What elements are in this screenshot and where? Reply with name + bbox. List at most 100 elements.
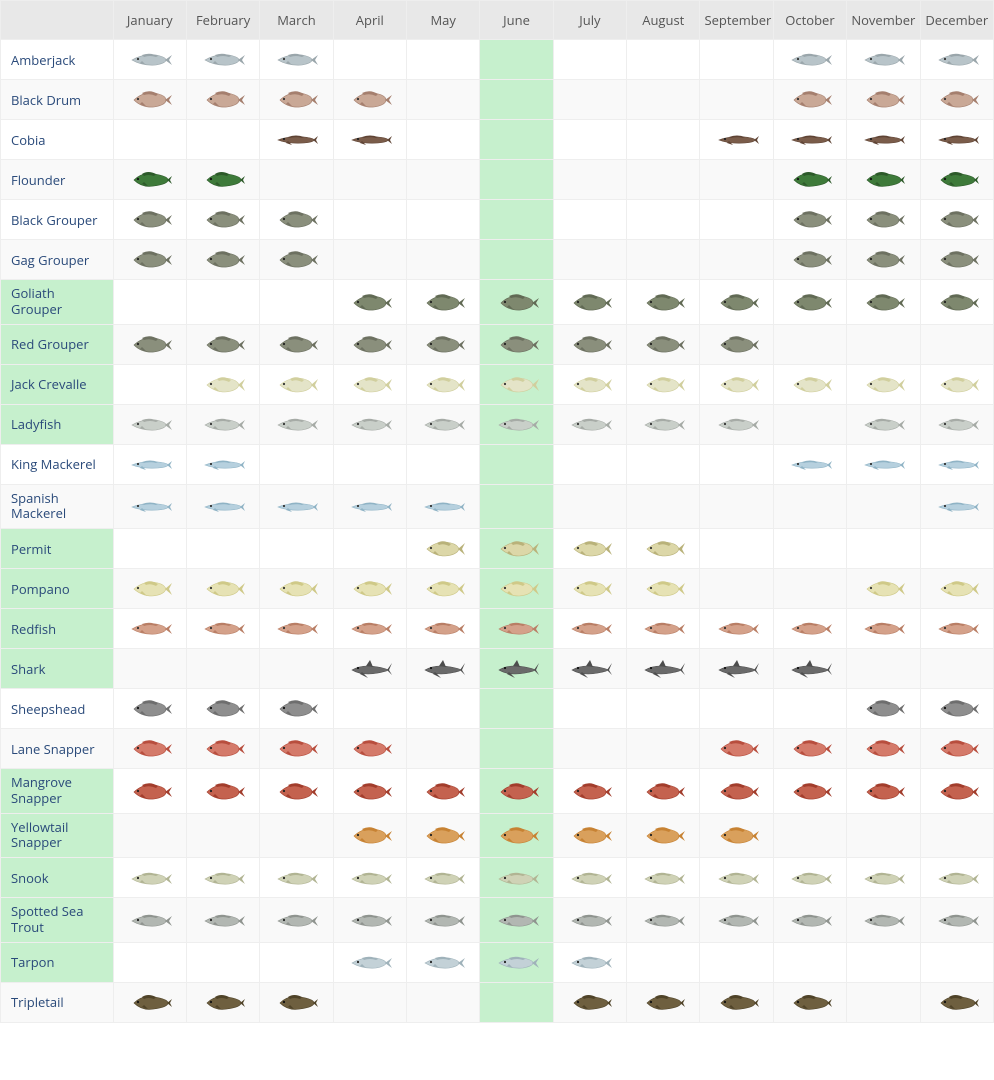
fish-link[interactable]: Redfish — [11, 622, 56, 638]
month-cell — [847, 404, 920, 444]
month-cell — [407, 444, 480, 484]
fish-icon — [274, 251, 318, 269]
month-cell — [773, 729, 846, 769]
month-cell — [407, 982, 480, 1022]
fish-link[interactable]: Black Drum — [11, 93, 81, 109]
month-cell — [333, 40, 406, 80]
fish-icon — [348, 660, 392, 678]
fish-link[interactable]: Black Grouper — [11, 213, 97, 229]
month-cell — [700, 280, 773, 325]
fish-icon — [641, 994, 685, 1012]
month-cell — [700, 80, 773, 120]
month-cell — [773, 160, 846, 200]
month-cell — [700, 160, 773, 200]
fish-link[interactable]: Goliath Grouper — [11, 286, 109, 317]
month-cell — [407, 40, 480, 80]
fish-link[interactable]: Pompano — [11, 582, 70, 598]
table-row: Tarpon — [1, 942, 994, 982]
month-cell — [553, 689, 626, 729]
fish-name-cell: Red Grouper — [1, 324, 114, 364]
table-row: Spotted Sea Trout — [1, 898, 994, 943]
table-row: Yellowtail Snapper — [1, 813, 994, 858]
month-cell — [553, 160, 626, 200]
fish-link[interactable]: Jack Crevalle — [11, 377, 87, 393]
month-cell — [407, 240, 480, 280]
month-cell — [480, 649, 553, 689]
fish-link[interactable]: Permit — [11, 542, 51, 558]
fish-link[interactable]: Snook — [11, 871, 49, 887]
month-cell — [480, 240, 553, 280]
fish-link[interactable]: Amberjack — [11, 53, 75, 69]
fish-icon — [421, 376, 465, 394]
fish-link[interactable]: Tripletail — [11, 995, 64, 1011]
fish-link[interactable]: Yellowtail Snapper — [11, 820, 109, 851]
month-cell — [113, 982, 186, 1022]
fish-link[interactable]: Lane Snapper — [11, 742, 95, 758]
fish-link[interactable]: Cobia — [11, 133, 45, 149]
fish-icon — [201, 416, 245, 434]
fish-icon — [935, 700, 979, 718]
fish-icon — [201, 994, 245, 1012]
fish-icon — [935, 211, 979, 229]
fish-link[interactable]: Gag Grouper — [11, 253, 89, 269]
fish-icon — [495, 336, 539, 354]
fish-icon — [861, 912, 905, 930]
fish-link[interactable]: Ladyfish — [11, 417, 61, 433]
fish-icon — [788, 870, 832, 888]
month-cell — [186, 200, 259, 240]
month-cell — [186, 444, 259, 484]
fish-icon — [128, 912, 172, 930]
fish-icon — [348, 416, 392, 434]
fish-calendar-table: JanuaryFebruaryMarchAprilMayJuneJulyAugu… — [0, 0, 994, 1023]
fish-link[interactable]: Flounder — [11, 173, 65, 189]
fish-icon — [568, 416, 612, 434]
month-cell — [333, 729, 406, 769]
fish-icon — [568, 954, 612, 972]
fish-link[interactable]: Mangrove Snapper — [11, 775, 109, 806]
month-cell — [553, 729, 626, 769]
month-cell — [260, 649, 333, 689]
fish-icon — [788, 91, 832, 109]
fish-link[interactable]: Spotted Sea Trout — [11, 904, 109, 935]
month-cell — [773, 529, 846, 569]
fish-icon — [128, 783, 172, 801]
fish-icon — [348, 580, 392, 598]
month-cell — [480, 942, 553, 982]
table-row: Lane Snapper — [1, 729, 994, 769]
month-cell — [407, 609, 480, 649]
month-cell — [553, 569, 626, 609]
month-cell — [920, 404, 993, 444]
fish-icon — [348, 620, 392, 638]
fish-icon — [861, 91, 905, 109]
fish-icon — [861, 131, 905, 149]
table-row: Goliath Grouper — [1, 280, 994, 325]
fish-link[interactable]: Sheepshead — [11, 702, 85, 718]
month-cell — [627, 858, 700, 898]
fish-icon — [568, 376, 612, 394]
fish-link[interactable]: Spanish Mackerel — [11, 491, 109, 522]
month-cell — [113, 484, 186, 529]
month-cell — [186, 858, 259, 898]
fish-icon — [421, 498, 465, 516]
fish-name-cell: Mangrove Snapper — [1, 769, 114, 814]
month-cell — [700, 324, 773, 364]
header-month: February — [186, 1, 259, 40]
month-cell — [260, 120, 333, 160]
fish-link[interactable]: King Mackerel — [11, 457, 96, 473]
month-cell — [920, 609, 993, 649]
month-cell — [113, 160, 186, 200]
fish-link[interactable]: Tarpon — [11, 955, 54, 971]
month-cell — [186, 813, 259, 858]
fish-link[interactable]: Shark — [11, 662, 45, 678]
month-cell — [553, 484, 626, 529]
fish-name-cell: Jack Crevalle — [1, 364, 114, 404]
month-cell — [920, 280, 993, 325]
fish-icon — [935, 171, 979, 189]
month-cell — [480, 324, 553, 364]
table-row: Spanish Mackerel — [1, 484, 994, 529]
calendar-table: JanuaryFebruaryMarchAprilMayJuneJulyAugu… — [0, 0, 994, 1023]
month-cell — [480, 529, 553, 569]
fish-icon — [421, 827, 465, 845]
fish-link[interactable]: Red Grouper — [11, 337, 89, 353]
month-cell — [407, 769, 480, 814]
